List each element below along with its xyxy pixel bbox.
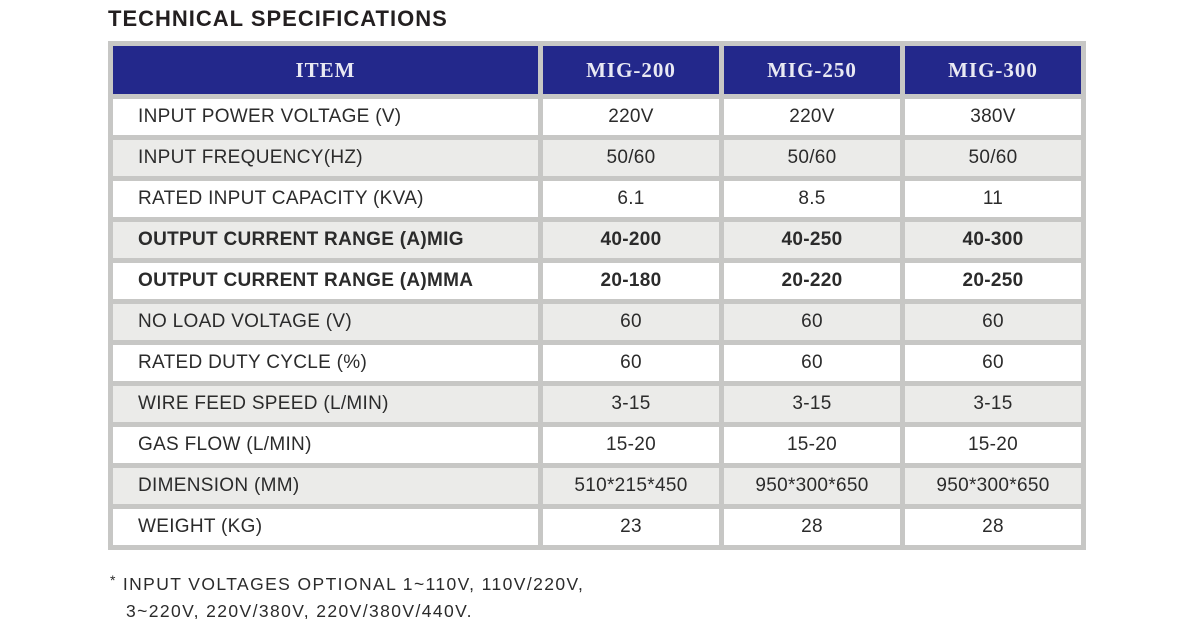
row-label: RATED DUTY CYCLE (%) bbox=[113, 345, 538, 381]
row-label: OUTPUT CURRENT RANGE (A)MIG bbox=[113, 222, 538, 258]
footnote-marker: * bbox=[110, 572, 117, 588]
table-row: DIMENSION (MM) 510*215*450 950*300*650 9… bbox=[113, 468, 1081, 504]
cell-value: 28 bbox=[905, 509, 1081, 545]
cell-value: 40-250 bbox=[724, 222, 900, 258]
cell-value: 15-20 bbox=[543, 427, 719, 463]
table-row: RATED INPUT CAPACITY (KVA) 6.1 8.5 11 bbox=[113, 181, 1081, 217]
col-header-mig-300: MIG-300 bbox=[905, 46, 1081, 94]
cell-value: 3-15 bbox=[543, 386, 719, 422]
col-header-item: ITEM bbox=[113, 46, 538, 94]
footnote-line-1: * INPUT VOLTAGES OPTIONAL 1~110V, 110V/22… bbox=[110, 567, 1200, 598]
cell-value: 20-250 bbox=[905, 263, 1081, 299]
row-label: INPUT FREQUENCY(HZ) bbox=[113, 140, 538, 176]
cell-value: 40-200 bbox=[543, 222, 719, 258]
row-label: WEIGHT (KG) bbox=[113, 509, 538, 545]
cell-value: 380V bbox=[905, 99, 1081, 135]
cell-value: 50/60 bbox=[543, 140, 719, 176]
cell-value: 950*300*650 bbox=[724, 468, 900, 504]
cell-value: 60 bbox=[543, 345, 719, 381]
cell-value: 8.5 bbox=[724, 181, 900, 217]
cell-value: 6.1 bbox=[543, 181, 719, 217]
footnote-line-2: 3~220V, 220V/380V, 220V/380V/440V. bbox=[126, 601, 473, 619]
cell-value: 3-15 bbox=[905, 386, 1081, 422]
spec-table: ITEM MIG-200 MIG-250 MIG-300 INPUT POWER… bbox=[108, 41, 1086, 550]
table-row: RATED DUTY CYCLE (%) 60 60 60 bbox=[113, 345, 1081, 381]
cell-value: 50/60 bbox=[905, 140, 1081, 176]
table-row: INPUT FREQUENCY(HZ) 50/60 50/60 50/60 bbox=[113, 140, 1081, 176]
footnote-text-1: INPUT VOLTAGES OPTIONAL 1~110V, 110V/220… bbox=[122, 574, 585, 594]
footnote: * INPUT VOLTAGES OPTIONAL 1~110V, 110V/22… bbox=[110, 567, 1200, 619]
cell-value: 60 bbox=[543, 304, 719, 340]
cell-value: 950*300*650 bbox=[905, 468, 1081, 504]
col-header-mig-250: MIG-250 bbox=[724, 46, 900, 94]
table-row: NO LOAD VOLTAGE (V) 60 60 60 bbox=[113, 304, 1081, 340]
table-row: INPUT POWER VOLTAGE (V) 220V 220V 380V bbox=[113, 99, 1081, 135]
cell-value: 220V bbox=[724, 99, 900, 135]
table-row: WEIGHT (KG) 23 28 28 bbox=[113, 509, 1081, 545]
row-label: WIRE FEED SPEED (L/MIN) bbox=[113, 386, 538, 422]
cell-value: 60 bbox=[724, 304, 900, 340]
cell-value: 15-20 bbox=[905, 427, 1081, 463]
cell-value: 23 bbox=[543, 509, 719, 545]
row-label: RATED INPUT CAPACITY (KVA) bbox=[113, 181, 538, 217]
page-title: TECHNICAL SPECIFICATIONS bbox=[108, 6, 448, 31]
cell-value: 20-180 bbox=[543, 263, 719, 299]
cell-value: 20-220 bbox=[724, 263, 900, 299]
table-row: WIRE FEED SPEED (L/MIN) 3-15 3-15 3-15 bbox=[113, 386, 1081, 422]
cell-value: 50/60 bbox=[724, 140, 900, 176]
table-row: GAS FLOW (L/MIN) 15-20 15-20 15-20 bbox=[113, 427, 1081, 463]
cell-value: 15-20 bbox=[724, 427, 900, 463]
cell-value: 60 bbox=[724, 345, 900, 381]
cell-value: 11 bbox=[905, 181, 1081, 217]
cell-value: 220V bbox=[543, 99, 719, 135]
row-label: DIMENSION (MM) bbox=[113, 468, 538, 504]
table-row: OUTPUT CURRENT RANGE (A)MMA 20-180 20-22… bbox=[113, 263, 1081, 299]
table-header-row: ITEM MIG-200 MIG-250 MIG-300 bbox=[113, 46, 1081, 94]
cell-value: 60 bbox=[905, 345, 1081, 381]
row-label: INPUT POWER VOLTAGE (V) bbox=[113, 99, 538, 135]
cell-value: 40-300 bbox=[905, 222, 1081, 258]
row-label: NO LOAD VOLTAGE (V) bbox=[113, 304, 538, 340]
cell-value: 3-15 bbox=[724, 386, 900, 422]
row-label: GAS FLOW (L/MIN) bbox=[113, 427, 538, 463]
row-label: OUTPUT CURRENT RANGE (A)MMA bbox=[113, 263, 538, 299]
col-header-mig-200: MIG-200 bbox=[543, 46, 719, 94]
cell-value: 510*215*450 bbox=[543, 468, 719, 504]
cell-value: 60 bbox=[905, 304, 1081, 340]
cell-value: 28 bbox=[724, 509, 900, 545]
table-row: OUTPUT CURRENT RANGE (A)MIG 40-200 40-25… bbox=[113, 222, 1081, 258]
